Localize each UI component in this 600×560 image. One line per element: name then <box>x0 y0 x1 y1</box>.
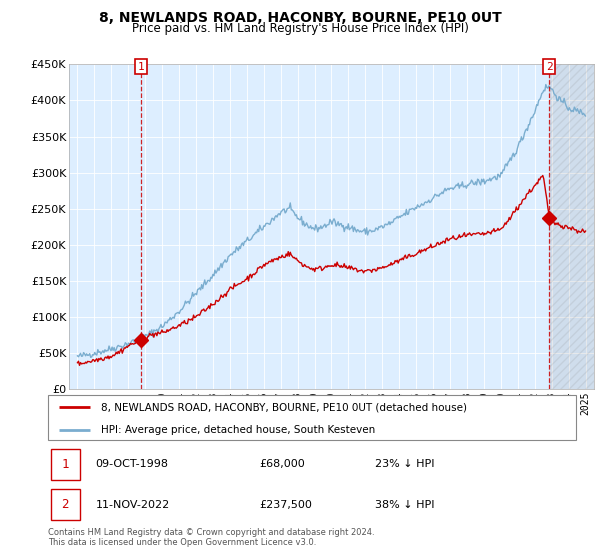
Bar <box>50 489 80 520</box>
Bar <box>50 449 80 480</box>
Text: HPI: Average price, detached house, South Kesteven: HPI: Average price, detached house, Sout… <box>101 424 375 435</box>
Text: 23% ↓ HPI: 23% ↓ HPI <box>376 459 435 469</box>
Text: 2: 2 <box>61 498 69 511</box>
Bar <box>549 64 594 389</box>
Text: 1: 1 <box>61 458 69 471</box>
Text: Price paid vs. HM Land Registry's House Price Index (HPI): Price paid vs. HM Land Registry's House … <box>131 22 469 35</box>
Text: 11-NOV-2022: 11-NOV-2022 <box>95 500 170 510</box>
Text: £68,000: £68,000 <box>259 459 305 469</box>
Text: £237,500: £237,500 <box>259 500 312 510</box>
Text: Contains HM Land Registry data © Crown copyright and database right 2024.
This d: Contains HM Land Registry data © Crown c… <box>48 528 374 547</box>
Text: 1: 1 <box>138 62 145 72</box>
Text: 2: 2 <box>546 62 553 72</box>
Text: 8, NEWLANDS ROAD, HACONBY, BOURNE, PE10 0UT: 8, NEWLANDS ROAD, HACONBY, BOURNE, PE10 … <box>98 11 502 25</box>
Text: 38% ↓ HPI: 38% ↓ HPI <box>376 500 435 510</box>
Text: 8, NEWLANDS ROAD, HACONBY, BOURNE, PE10 0UT (detached house): 8, NEWLANDS ROAD, HACONBY, BOURNE, PE10 … <box>101 402 467 412</box>
Text: 09-OCT-1998: 09-OCT-1998 <box>95 459 169 469</box>
